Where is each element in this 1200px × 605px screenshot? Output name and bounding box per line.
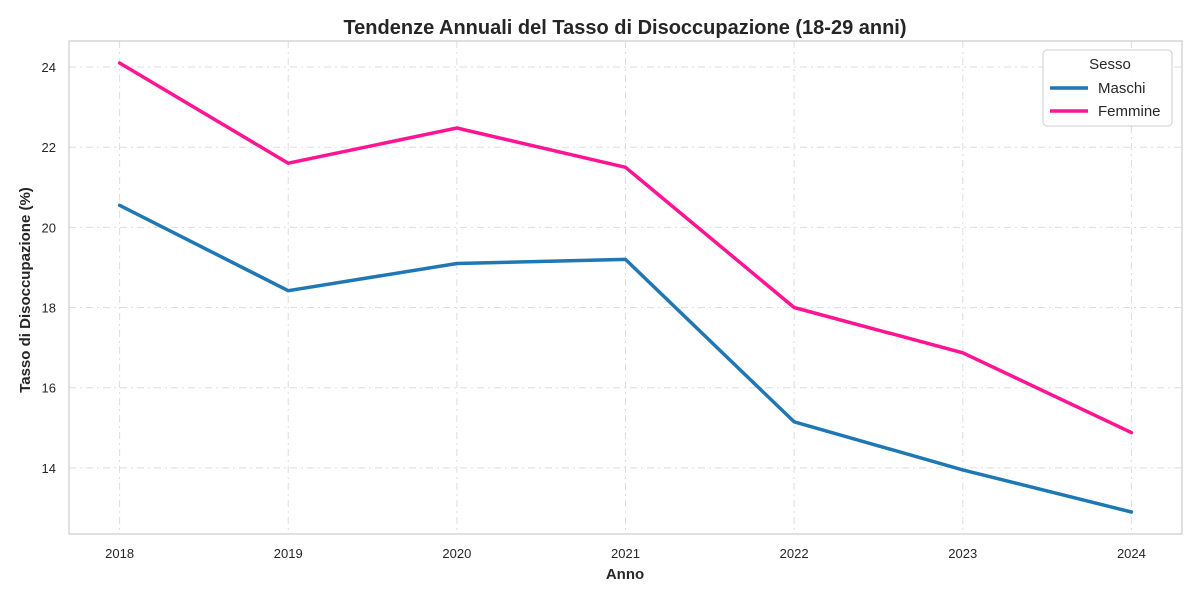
legend: Sesso Maschi Femmine xyxy=(1042,49,1173,127)
x-tick-label: 2018 xyxy=(105,546,134,561)
series-line-maschi xyxy=(117,203,1134,514)
legend-box xyxy=(1042,49,1173,127)
plot-area-frame xyxy=(68,40,1183,535)
legend-label-maschi: Maschi xyxy=(1098,80,1146,97)
y-tick-label: 18 xyxy=(42,301,56,316)
y-tick-label: 22 xyxy=(42,140,56,155)
x-tick-label: 2022 xyxy=(780,546,809,561)
series-lines xyxy=(117,61,1134,514)
chart-title: Tendenze Annuali del Tasso di Disoccupaz… xyxy=(343,17,906,39)
series-line-femmine xyxy=(117,61,1134,435)
x-tick-label: 2019 xyxy=(274,546,303,561)
y-axis-label: Tasso di Disoccupazione (%) xyxy=(17,187,34,393)
x-tick-label: 2020 xyxy=(442,546,471,561)
x-axis-label: Anno xyxy=(606,566,644,583)
x-tick-label: 2024 xyxy=(1117,546,1146,561)
x-tick-label: 2023 xyxy=(948,546,977,561)
y-tick-label: 14 xyxy=(42,461,56,476)
grid xyxy=(69,41,1182,534)
x-tick-label: 2021 xyxy=(611,546,640,561)
legend-label-femmine: Femmine xyxy=(1098,103,1161,120)
y-tick-label: 24 xyxy=(42,60,56,75)
y-tick-label: 16 xyxy=(42,381,56,396)
legend-title: Sesso xyxy=(1089,56,1131,73)
y-tick-label: 20 xyxy=(42,220,56,235)
